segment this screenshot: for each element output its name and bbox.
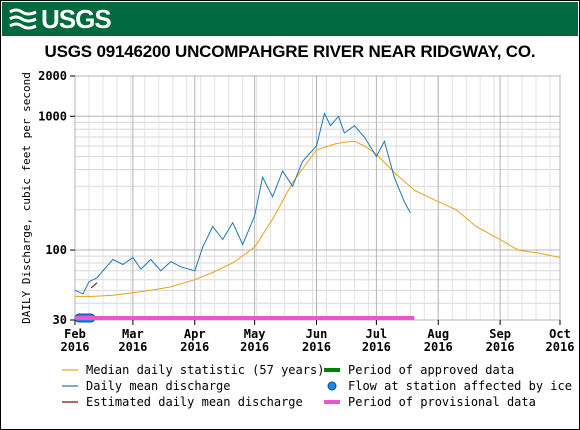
y-tick-label: 100 [45, 243, 67, 257]
x-tick-label-month: Jul [366, 327, 388, 341]
x-tick-label-month: Feb [64, 327, 86, 341]
x-tick-label-year: 2016 [486, 340, 515, 354]
legend-label: Median daily statistic (57 years) [86, 363, 324, 377]
x-tick-label-month: Sep [489, 327, 511, 341]
series-line [74, 111, 411, 295]
x-tick-label-year: 2016 [424, 340, 453, 354]
x-tick-label-year: 2016 [240, 340, 269, 354]
y-axis-title: DAILY Discharge, cubic feet per second [20, 72, 33, 324]
x-tick-label-month: Aug [427, 327, 449, 341]
legend-label: Daily mean discharge [86, 379, 231, 393]
x-tick-label-month: May [244, 327, 266, 341]
legend-swatch [327, 381, 337, 391]
y-tick-label: 2000 [38, 69, 67, 83]
usgs-logo[interactable]: USGS [8, 4, 112, 34]
axis-layer: 3010010002000Feb2016Mar2016Apr2016May201… [38, 69, 574, 354]
usgs-banner: USGS [2, 2, 578, 36]
legend: Median daily statistic (57 years) Daily m… [62, 363, 572, 409]
x-tick-label-year: 2016 [61, 340, 90, 354]
logo-text: USGS [41, 4, 112, 34]
x-tick-label-month: Oct [549, 327, 571, 341]
y-tick-label: 1000 [38, 109, 67, 123]
legend-label: Estimated daily mean discharge [86, 395, 303, 409]
series-line [90, 282, 98, 289]
plot-area [74, 75, 561, 321]
x-tick-label-year: 2016 [118, 340, 147, 354]
legend-label: Period of approved data [348, 363, 514, 377]
series-layer [74, 111, 561, 323]
x-tick-label-year: 2016 [362, 340, 391, 354]
legend-label: Flow at station affected by ice [348, 379, 572, 393]
y-tick-label: 30 [53, 313, 67, 327]
x-tick-label-year: 2016 [180, 340, 209, 354]
legend-label: Period of provisional data [348, 395, 536, 409]
series-line [75, 140, 561, 297]
x-tick-label-month: Mar [122, 327, 144, 341]
x-tick-label-year: 2016 [302, 340, 331, 354]
x-tick-label-year: 2016 [546, 340, 575, 354]
x-tick-label-month: Apr [184, 327, 206, 341]
chart-title: USGS 09146200 UNCOMPAHGRE RIVER NEAR RID… [44, 42, 536, 61]
x-tick-label-month: Jun [306, 327, 328, 341]
usgs-wave-icon [9, 8, 37, 30]
